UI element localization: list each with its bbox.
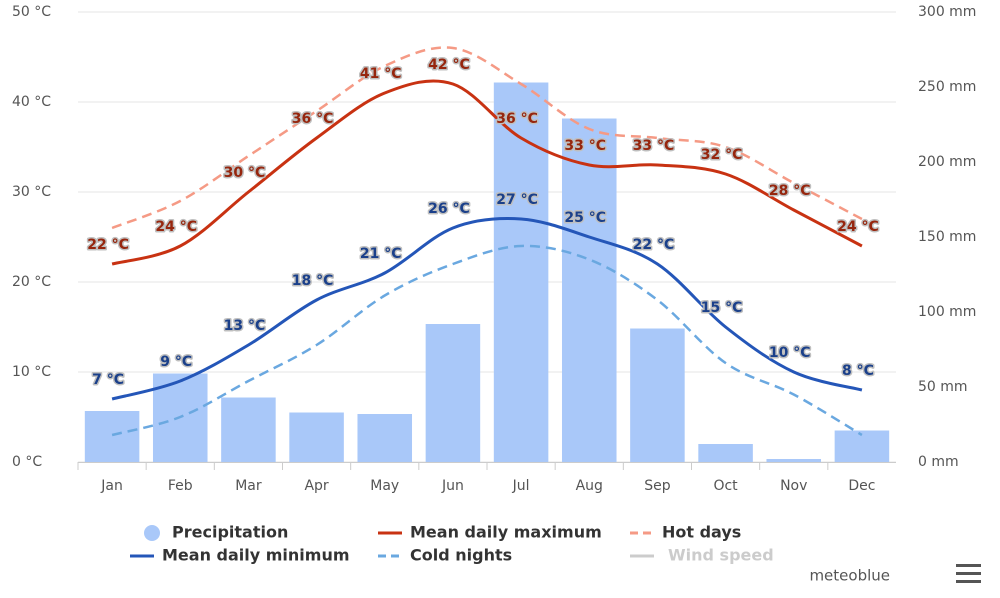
dashed-line [111,46,863,230]
data-label: 28 °C [769,183,811,199]
legend-symbol [144,525,160,541]
data-label: 36 °C [496,111,538,127]
data-label: 7 °C [92,372,124,388]
bar [698,444,753,462]
data-label: 27 °C [496,192,538,208]
bar [425,324,481,462]
y2-tick-label: 250 mm [918,79,976,95]
menu-icon[interactable] [956,564,981,583]
x-tick-label: Jul [512,478,530,494]
data-label: 9 °C [160,354,192,370]
y-tick-label: 50 °C [12,4,51,20]
dashed-line [111,244,863,437]
bar [561,118,617,462]
data-label: 22 °C [633,237,675,253]
menu-bar[interactable] [956,572,981,575]
bar [766,459,822,462]
data-label: 36 °C [292,111,334,127]
x-tick-label: Mar [235,478,262,494]
line [111,216,863,401]
data-label: 33 °C [564,138,606,154]
y2-tick-label: 0 mm [918,454,959,470]
data-label: 15 °C [701,300,743,316]
x-tick-label: Nov [780,478,807,494]
y2-tick-label: 100 mm [918,304,976,320]
x-tick-label: Feb [168,478,193,494]
data-label: 32 °C [701,147,743,163]
y-tick-label: 10 °C [12,364,51,380]
x-tick-label: Dec [848,478,875,494]
legend-label: Wind speed [668,546,774,565]
x-tick-label: May [370,478,399,494]
x-tick-label: Jun [441,478,464,494]
bar [84,411,140,462]
bar [834,430,890,462]
x-tick-label: Sep [644,478,671,494]
y2-tick-label: 150 mm [918,229,976,245]
data-label: 25 °C [564,210,606,226]
y-tick-label: 40 °C [12,94,51,110]
x-tick-label: Oct [713,478,738,494]
data-label: 22 °C [87,237,129,253]
bar [357,414,413,462]
menu-bar[interactable] [956,564,981,567]
data-label: 30 °C [224,165,266,181]
y-tick-label: 0 °C [12,454,42,470]
data-label: 18 °C [292,273,334,289]
credit: meteoblue [809,567,890,585]
bar [493,82,549,462]
x-tick-label: Jan [100,478,123,494]
x-tick-label: Apr [304,478,328,494]
bar [289,412,344,462]
legend-label: Precipitation [172,523,288,542]
data-label: 13 °C [224,318,266,334]
legend-label: Hot days [662,523,741,542]
data-label: 42 °C [428,57,470,73]
y2-tick-label: 50 mm [918,379,968,395]
data-label: 10 °C [769,345,811,361]
data-label: 21 °C [360,246,402,262]
legend-label: Cold nights [410,546,512,565]
menu-bar[interactable] [956,580,981,583]
y2-tick-label: 300 mm [918,4,976,20]
y-tick-label: 20 °C [12,274,51,290]
y2-tick-label: 200 mm [918,154,976,170]
plot [77,11,896,470]
data-label: 33 °C [633,138,675,154]
data-label: 41 °C [360,66,402,82]
data-label: 26 °C [428,201,470,217]
bar [630,328,685,462]
data-label: 8 °C [842,363,874,379]
legend-label: Mean daily minimum [162,546,350,565]
data-label: 24 °C [155,219,197,235]
x-tick-label: Aug [576,478,603,494]
line [111,79,863,266]
legend-label: Mean daily maximum [410,523,602,542]
y-tick-label: 30 °C [12,184,51,200]
data-label: 24 °C [837,219,879,235]
bar [221,397,276,462]
